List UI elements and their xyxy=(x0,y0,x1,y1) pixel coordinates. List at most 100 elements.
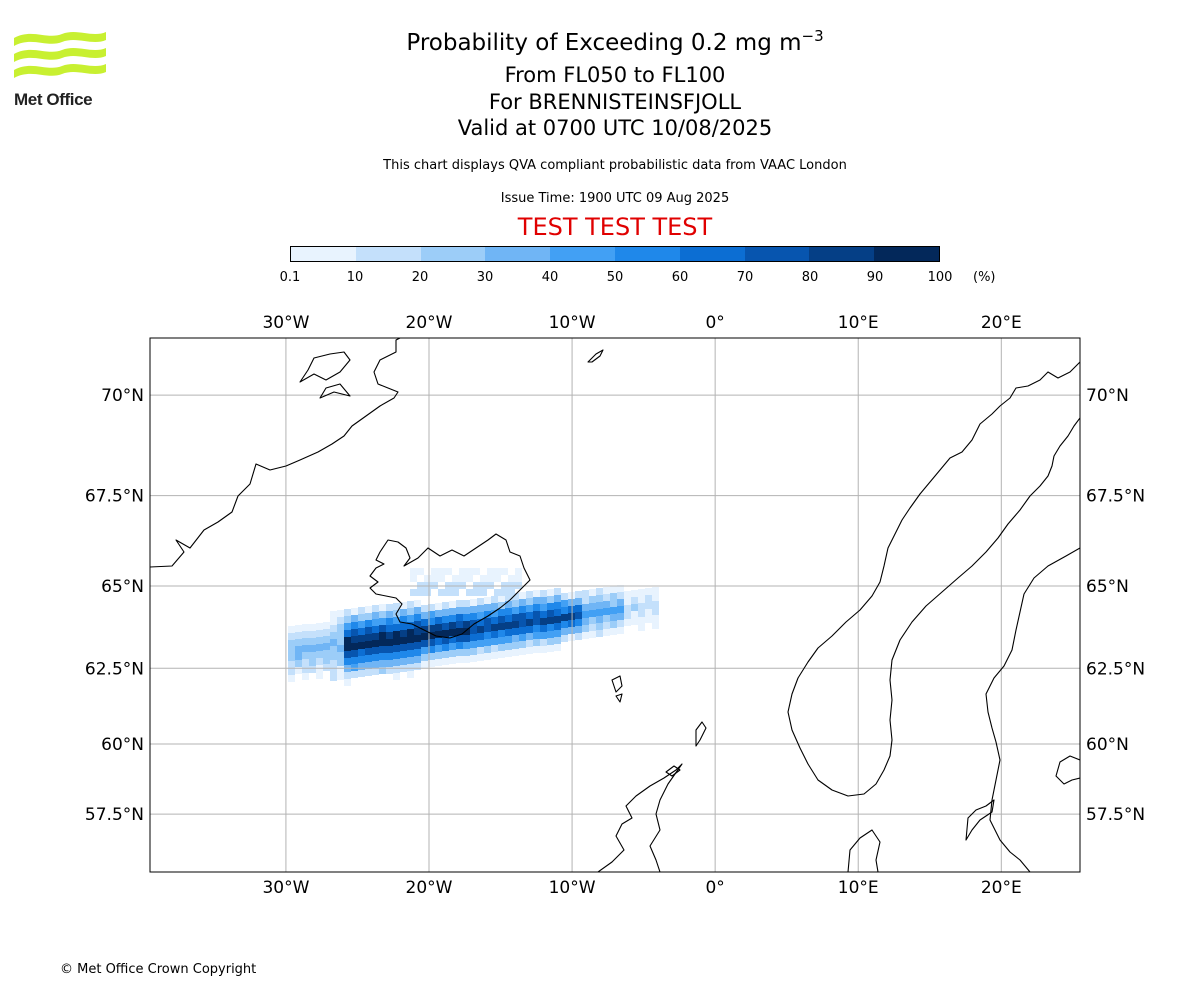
plume-cell xyxy=(645,616,652,623)
plume-cell xyxy=(414,642,421,649)
plume-cell xyxy=(344,658,351,665)
plume-cell xyxy=(610,628,617,635)
plume-cell xyxy=(323,664,330,671)
plume-cell xyxy=(407,608,414,615)
plume-cell xyxy=(337,610,344,617)
plume-cell xyxy=(438,575,445,582)
plume-cell xyxy=(624,605,631,612)
plume-cell xyxy=(295,632,302,639)
plume-cell xyxy=(540,625,547,632)
plume-cell xyxy=(568,620,575,627)
plume-cell xyxy=(638,624,645,631)
plume-cell xyxy=(288,654,295,661)
shetland xyxy=(695,721,707,747)
plume-cell xyxy=(302,673,309,680)
plume-cell xyxy=(603,629,610,636)
colorbar xyxy=(290,246,940,262)
plume-cell xyxy=(547,624,554,631)
plume-cell xyxy=(337,624,344,631)
map-frame xyxy=(149,337,1081,873)
logo-text: Met Office xyxy=(14,90,93,109)
plume-cell xyxy=(365,655,372,662)
plume-cell xyxy=(365,634,372,641)
plume-cell xyxy=(414,621,421,628)
plume-cell xyxy=(316,644,323,651)
plume-cell xyxy=(421,640,428,647)
finland-gulf xyxy=(1055,755,1080,785)
plume-cell xyxy=(512,635,519,642)
plume-cell xyxy=(386,653,393,660)
plume-cell xyxy=(596,602,603,609)
plume-cell xyxy=(407,643,414,650)
plume-cell xyxy=(316,651,323,658)
plume-cell xyxy=(568,627,575,634)
coastlines xyxy=(150,338,1080,872)
plume-cell xyxy=(547,638,554,645)
plume-cell xyxy=(438,568,445,575)
plume-cell xyxy=(288,633,295,640)
lon-label-top: 20°E xyxy=(981,313,1022,333)
plume-cell xyxy=(379,611,386,618)
plume-cell xyxy=(442,644,449,651)
plume-cell xyxy=(638,603,645,610)
plume-cell xyxy=(288,626,295,633)
plume-cell xyxy=(316,637,323,644)
plume-cell xyxy=(435,617,442,624)
plume-cell xyxy=(400,630,407,637)
plume-cell xyxy=(631,604,638,611)
greenland-coast xyxy=(150,338,401,568)
plume-cell xyxy=(568,634,575,641)
faroe-islands xyxy=(611,675,623,703)
plume-cell xyxy=(316,658,323,665)
plume-cell xyxy=(337,617,344,624)
plume-cell xyxy=(547,589,554,596)
plume-cell xyxy=(358,628,365,635)
colorbar-segment-5 xyxy=(614,247,680,261)
plume-cell xyxy=(365,627,372,634)
plume-cell xyxy=(519,641,526,648)
lat-label-left: 60°N xyxy=(101,735,144,755)
plume-cell xyxy=(470,606,477,613)
lon-label-bottom: 20°E xyxy=(981,878,1022,898)
plume-cell xyxy=(624,598,631,605)
plume-cell xyxy=(533,590,540,597)
plume-cell xyxy=(652,608,659,615)
plume-cell xyxy=(463,635,470,642)
plume-cell xyxy=(554,623,561,630)
lon-label-bottom: 30°W xyxy=(262,878,309,898)
plume-cell xyxy=(309,666,316,673)
plume-cell xyxy=(603,615,610,622)
plume-cell xyxy=(358,663,365,670)
plume-cell xyxy=(582,625,589,632)
plume-cell xyxy=(463,649,470,656)
lon-label-bottom: 10°E xyxy=(838,878,879,898)
plume-cell xyxy=(484,646,491,653)
plume-cell xyxy=(561,635,568,642)
plume-cell xyxy=(652,622,659,629)
plume-cell xyxy=(407,650,414,657)
plume-cell xyxy=(624,612,631,619)
plume-cell xyxy=(575,598,582,605)
plume-cell xyxy=(631,597,638,604)
plume-cell xyxy=(603,587,610,594)
plume-cell xyxy=(435,652,442,659)
plume-cell xyxy=(533,604,540,611)
plume-cell xyxy=(477,598,484,605)
plume-cell xyxy=(407,601,414,608)
plume-cell xyxy=(421,619,428,626)
plume-cell xyxy=(400,651,407,658)
plume-cell xyxy=(561,593,568,600)
plume-cell xyxy=(561,628,568,635)
plume-cell xyxy=(533,618,540,625)
plume-cell xyxy=(463,607,470,614)
plume-cell xyxy=(288,675,295,682)
plume-cell xyxy=(323,636,330,643)
met-office-logo: Met Office xyxy=(12,28,112,114)
plume-cell xyxy=(337,666,344,673)
plume-cell xyxy=(330,639,337,646)
plume-cell xyxy=(505,629,512,636)
plume-cell xyxy=(526,647,533,654)
plume-cell xyxy=(652,601,659,608)
plume-cell xyxy=(491,603,498,610)
plume-cell xyxy=(575,626,582,633)
